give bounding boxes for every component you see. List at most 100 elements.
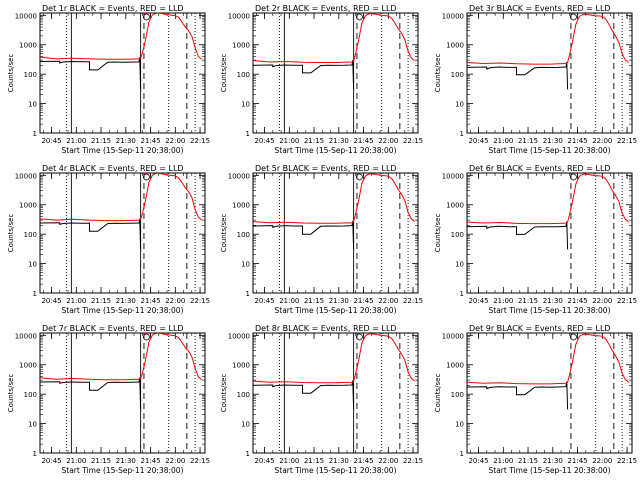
y-tick-label: 10	[455, 421, 464, 429]
x-tick-label: 21:00	[66, 457, 86, 465]
x-tick-label: 20:45	[468, 297, 488, 305]
x-tick-label: 21:30	[116, 457, 136, 465]
x-tick-label: 22:15	[617, 297, 637, 305]
y-tick-label: 1000	[19, 362, 37, 370]
panel-title: Det 5r BLACK = Events, RED = LLD	[255, 164, 397, 173]
x-tick-label: 21:45	[567, 297, 587, 305]
y-tick-label: 100	[237, 391, 250, 399]
x-tick-label: 22:00	[592, 297, 612, 305]
x-tick-label: 21:45	[140, 137, 160, 145]
x-tick-label: 22:15	[403, 137, 423, 145]
y-tick-label: 100	[237, 231, 250, 239]
x-tick-label: 20:45	[254, 137, 274, 145]
series-lld	[40, 333, 203, 381]
y-axis-label: Counts/sec	[220, 214, 228, 253]
panel-title: Det 3r BLACK = Events, RED = LLD	[469, 4, 611, 13]
series-events	[253, 380, 355, 410]
peak-marker	[356, 333, 363, 341]
y-tick-label: 1000	[232, 42, 250, 50]
x-tick-label: 22:00	[165, 297, 185, 305]
series-lld	[253, 173, 416, 224]
series-events	[467, 61, 569, 90]
x-axis-label: Start Time (15-Sep-11 20:38:00)	[62, 466, 184, 475]
y-tick-label: 1000	[446, 362, 464, 370]
peak-marker	[570, 333, 577, 341]
x-tick-label: 22:15	[617, 137, 637, 145]
panel-det-1: Det 1r BLACK = Events, RED = LLD 1 10 100 10…	[7, 4, 210, 155]
series-lld	[467, 13, 629, 65]
series-events	[253, 60, 355, 90]
x-tick-label: 20:45	[468, 137, 488, 145]
y-tick-label: 10	[28, 261, 37, 269]
peak-marker	[356, 173, 363, 181]
peak-marker	[143, 13, 150, 21]
y-tick-label: 1000	[19, 202, 37, 210]
y-tick-label: 100	[24, 71, 37, 79]
y-axis-label: Counts/sec	[434, 374, 442, 413]
x-axis-label: Start Time (15-Sep-11 20:38:00)	[489, 306, 611, 315]
series-events	[467, 221, 569, 250]
panel-det-8: Det 8r BLACK = Events, RED = LLD 1 10 100 10…	[220, 324, 423, 475]
x-axis-label: Start Time (15-Sep-11 20:38:00)	[275, 306, 397, 315]
y-tick-label: 10000	[442, 172, 464, 180]
x-tick-label: 22:00	[592, 137, 612, 145]
y-tick-label: 10000	[15, 172, 37, 180]
series-lld	[253, 333, 416, 384]
series-events	[253, 220, 355, 250]
y-tick-label: 10000	[228, 12, 250, 20]
x-tick-label: 22:15	[190, 457, 210, 465]
x-tick-label: 21:45	[567, 137, 587, 145]
y-tick-label: 1	[246, 130, 250, 138]
y-axis-label: Counts/sec	[7, 374, 15, 413]
x-tick-label: 22:15	[403, 457, 423, 465]
x-tick-label: 22:00	[592, 457, 612, 465]
x-tick-label: 20:45	[41, 457, 61, 465]
x-axis-label: Start Time (15-Sep-11 20:38:00)	[275, 146, 397, 155]
y-tick-label: 10000	[15, 12, 37, 20]
plot-frame	[39, 12, 206, 134]
x-tick-label: 21:00	[66, 297, 86, 305]
y-tick-label: 1	[246, 290, 250, 298]
x-tick-label: 21:15	[518, 137, 538, 145]
x-tick-label: 21:30	[543, 137, 563, 145]
y-axis-label: Counts/sec	[434, 54, 442, 93]
y-tick-label: 10000	[442, 332, 464, 340]
y-tick-label: 100	[24, 231, 37, 239]
x-axis-label: Start Time (15-Sep-11 20:38:00)	[62, 306, 184, 315]
panel-det-2: Det 2r BLACK = Events, RED = LLD 1 10 100 10…	[220, 4, 423, 155]
peak-marker	[570, 13, 577, 21]
peak-marker	[356, 13, 363, 21]
x-tick-label: 22:15	[190, 297, 210, 305]
y-tick-label: 1000	[232, 362, 250, 370]
panel-title: Det 8r BLACK = Events, RED = LLD	[255, 324, 397, 333]
y-axis-label: Counts/sec	[7, 54, 15, 93]
x-tick-label: 21:30	[329, 297, 349, 305]
y-tick-label: 100	[451, 231, 464, 239]
plot-frame	[39, 172, 206, 294]
plot-frame	[39, 332, 206, 454]
y-tick-label: 10000	[442, 12, 464, 20]
y-tick-label: 1000	[446, 202, 464, 210]
x-tick-label: 22:00	[378, 137, 398, 145]
y-tick-label: 10	[28, 421, 37, 429]
y-tick-label: 1	[33, 450, 37, 458]
x-tick-label: 20:45	[254, 457, 274, 465]
y-tick-label: 1	[246, 450, 250, 458]
x-tick-label: 20:45	[254, 297, 274, 305]
x-tick-label: 22:15	[190, 137, 210, 145]
x-tick-label: 21:45	[140, 457, 160, 465]
y-tick-label: 10000	[228, 172, 250, 180]
y-axis-label: Counts/sec	[220, 374, 228, 413]
plot-frame	[466, 12, 633, 134]
y-axis-label: Counts/sec	[434, 214, 442, 253]
x-tick-label: 22:00	[378, 457, 398, 465]
panel-title: Det 1r BLACK = Events, RED = LLD	[42, 4, 184, 13]
x-tick-label: 21:15	[91, 297, 111, 305]
y-tick-label: 10	[28, 101, 37, 109]
y-tick-label: 1	[460, 290, 464, 298]
series-lld	[40, 173, 203, 222]
plot-frame	[252, 172, 419, 294]
panel-det-3: Det 3r BLACK = Events, RED = LLD 1 10 100 10…	[434, 4, 637, 155]
series-events	[40, 218, 142, 250]
